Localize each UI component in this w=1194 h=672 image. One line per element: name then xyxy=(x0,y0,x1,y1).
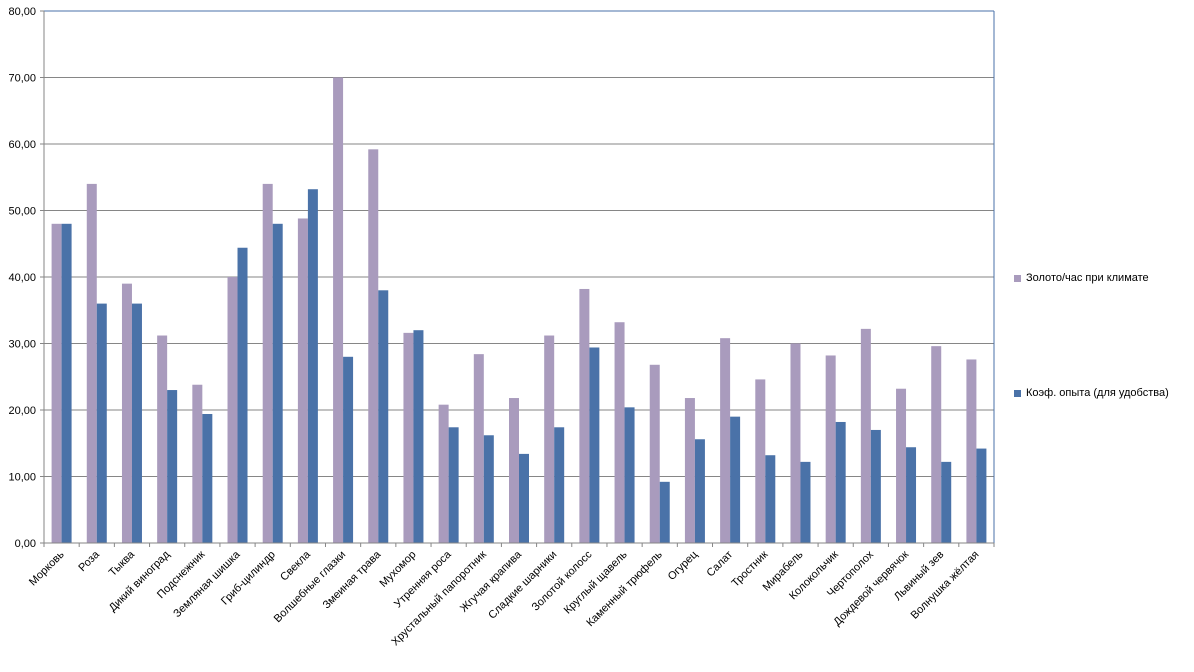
bar-xp-coefficient xyxy=(976,448,987,543)
bar-xp-coefficient xyxy=(483,435,494,543)
bar-gold-per-hour xyxy=(473,354,484,543)
bar-xp-coefficient xyxy=(237,247,248,544)
x-tick-label: Огурец xyxy=(666,548,701,583)
bar-xp-coefficient xyxy=(519,453,529,543)
bar-xp-coefficient xyxy=(343,356,354,543)
y-tick-label: 80,00 xyxy=(8,6,36,18)
bar-gold-per-hour xyxy=(403,332,414,543)
y-tick-label: 40,00 xyxy=(8,272,36,284)
bar-gold-per-hour xyxy=(755,379,766,543)
bar-gold-per-hour xyxy=(227,277,238,543)
bar-gold-per-hour xyxy=(297,218,308,544)
bar-xp-coefficient xyxy=(659,481,670,543)
bar-xp-coefficient xyxy=(870,429,881,543)
bars xyxy=(51,77,987,544)
legend-label-series-1: Золото/час при климате xyxy=(1026,272,1149,284)
bar-xp-coefficient xyxy=(61,223,72,544)
bar-xp-coefficient xyxy=(906,447,917,543)
bar-xp-coefficient xyxy=(765,455,776,543)
bar-gold-per-hour xyxy=(157,335,168,543)
bar-gold-per-hour xyxy=(684,398,695,543)
legend-label-series-2: Коэф. опыта (для удобства) xyxy=(1026,387,1169,399)
x-tick-label: Круглый щавель xyxy=(562,548,630,616)
bar-gold-per-hour xyxy=(966,359,977,543)
bar-xp-coefficient xyxy=(202,413,213,543)
bar-xp-coefficient xyxy=(272,223,283,544)
bar-gold-per-hour xyxy=(614,322,625,543)
bar-gold-per-hour xyxy=(333,77,344,543)
x-tick-label: Дикий виноград xyxy=(107,548,173,614)
bar-gold-per-hour xyxy=(192,384,203,543)
bar-gold-per-hour xyxy=(438,404,449,543)
bar-gold-per-hour xyxy=(509,398,519,543)
bar-xp-coefficient xyxy=(96,303,107,543)
legend-item-series-2: Коэф. опыта (для удобства) xyxy=(1014,387,1169,399)
y-tick-label: 10,00 xyxy=(8,472,36,484)
bar-gold-per-hour xyxy=(860,328,871,543)
bar-xp-coefficient xyxy=(589,347,600,543)
bar-xp-coefficient xyxy=(730,416,741,543)
x-tick-label: Жгучая крапива xyxy=(458,548,525,615)
bar-gold-per-hour xyxy=(544,335,555,543)
y-tick-label: 30,00 xyxy=(8,339,36,351)
bar-gold-per-hour xyxy=(825,355,836,543)
bar-xp-coefficient xyxy=(835,421,846,543)
bar-xp-coefficient xyxy=(941,461,952,543)
bar-gold-per-hour xyxy=(262,183,273,543)
bar-xp-coefficient xyxy=(624,407,635,543)
bar-xp-coefficient xyxy=(448,427,459,543)
bar-gold-per-hour xyxy=(720,338,731,543)
bar-xp-coefficient xyxy=(694,439,705,543)
bar-gold-per-hour xyxy=(121,283,132,543)
bar-gold-per-hour xyxy=(649,364,660,543)
bar-gold-per-hour xyxy=(86,183,97,543)
bar-gold-per-hour xyxy=(931,346,942,543)
bar-xp-coefficient xyxy=(800,461,811,543)
bar-gold-per-hour xyxy=(896,388,907,543)
bar-xp-coefficient xyxy=(378,290,389,543)
legend-item-series-1: Золото/час при климате xyxy=(1014,272,1149,284)
axes xyxy=(40,10,995,547)
bar-gold-per-hour xyxy=(368,149,379,543)
bar-gold-per-hour xyxy=(51,223,62,544)
y-tick-label: 0,00 xyxy=(15,538,36,550)
y-tick-label: 70,00 xyxy=(8,73,36,85)
bar-gold-per-hour xyxy=(579,288,590,543)
x-tick-label: Роза xyxy=(76,548,102,574)
bar-xp-coefficient xyxy=(413,330,424,543)
x-tick-label: Свекла xyxy=(278,548,313,583)
x-tick-label: Волнушка жёлтая xyxy=(909,549,982,622)
bar-xp-coefficient xyxy=(167,390,178,543)
y-tick-label: 60,00 xyxy=(8,139,36,151)
bar-gold-per-hour xyxy=(790,343,801,543)
bar-xp-coefficient xyxy=(554,427,565,543)
y-tick-label: 50,00 xyxy=(8,206,36,218)
y-axis-tick-labels: 0,00 10,00 20,00 30,00 40,00 50,00 60,00 70,00 8… xyxy=(8,6,36,550)
x-tick-label: Тыква xyxy=(107,548,138,579)
legend-swatch-series-2 xyxy=(1014,389,1021,397)
bar-xp-coefficient xyxy=(131,303,142,543)
legend-swatch-series-1 xyxy=(1014,274,1021,282)
x-tick-label: Золотой колосс xyxy=(530,548,595,613)
x-tick-label: Земляная шишка xyxy=(171,548,243,620)
bar-xp-coefficient xyxy=(307,189,318,543)
x-tick-label: Морковь xyxy=(27,548,67,588)
y-tick-label: 20,00 xyxy=(8,405,36,417)
x-tick-label: Салат xyxy=(704,549,735,580)
